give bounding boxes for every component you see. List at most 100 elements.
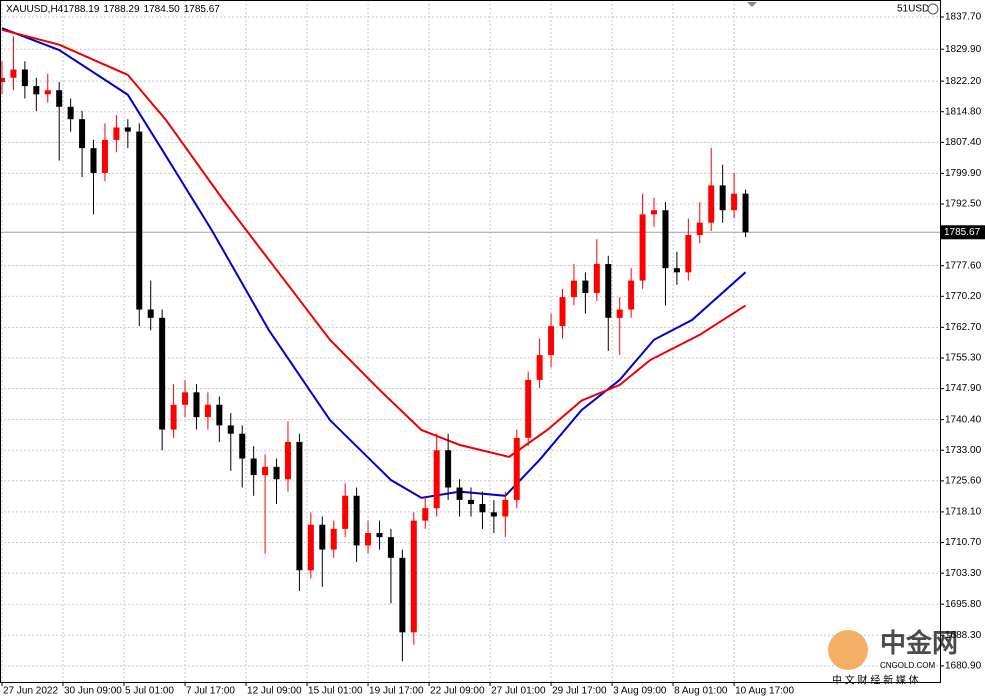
candle-body <box>227 425 234 434</box>
candle-body <box>21 69 28 87</box>
candle-body <box>330 528 337 550</box>
candle-body <box>696 222 703 236</box>
candle-body <box>513 437 520 500</box>
x-tick-label: 12 Jul 09:00 <box>247 686 302 697</box>
candle-body <box>296 441 303 571</box>
y-tick-label: 1733.00 <box>945 445 982 456</box>
x-tick-label: 7 Jul 17:00 <box>186 686 235 697</box>
candle-body <box>605 264 612 318</box>
close-icon[interactable] <box>927 3 939 15</box>
shift-marker <box>747 2 757 7</box>
candle-body <box>273 466 280 480</box>
candle-body <box>147 309 154 318</box>
y-tick-label: 1837.70 <box>945 12 982 23</box>
moving-average <box>1 27 747 499</box>
y-tick-label: 1829.90 <box>945 44 982 55</box>
watermark-text: 中金网 <box>880 628 958 658</box>
candle-body <box>410 520 417 633</box>
candle-body <box>67 106 74 120</box>
y-tick-label: 1688.30 <box>945 630 982 641</box>
candle-body <box>262 466 269 476</box>
price-tag <box>941 225 985 240</box>
x-tick-label: 29 Jul 17:00 <box>552 686 607 697</box>
candle-body <box>593 264 600 293</box>
candle-body <box>479 504 486 513</box>
candle-body <box>182 392 189 405</box>
price-label: 1785.67 <box>944 227 981 238</box>
y-tick-label: 1770.20 <box>945 291 982 302</box>
candle-body <box>204 404 211 418</box>
ohlc-value: 1788.29 <box>103 4 140 15</box>
candle-body <box>502 499 509 517</box>
candle-body <box>399 557 406 633</box>
candle-body <box>685 235 692 273</box>
x-tick-label: 10 Aug 17:00 <box>735 686 794 697</box>
y-tick-label: 1740.40 <box>945 414 982 425</box>
x-tick-label: 27 Jul 01:00 <box>491 686 546 697</box>
candle-body <box>570 280 577 298</box>
candle-body <box>342 495 349 529</box>
y-tick-label: 1747.90 <box>945 383 982 394</box>
y-tick-label: 1725.60 <box>945 476 982 487</box>
candle-body <box>193 392 200 418</box>
candle-body <box>719 185 726 211</box>
candle-body <box>582 280 589 293</box>
candle-body <box>387 537 394 558</box>
candle-body <box>490 512 497 517</box>
corner-label: 51USD <box>897 4 929 15</box>
plot <box>0 27 940 662</box>
candle-body <box>651 210 658 215</box>
candle-body <box>673 268 680 273</box>
y-tick-label: 1703.30 <box>945 568 982 579</box>
x-tick-label: 19 Jul 17:00 <box>369 686 424 697</box>
x-tick-label: 3 Aug 09:00 <box>613 686 667 697</box>
candle-body <box>10 69 17 78</box>
x-tick-label: 5 Jul 01:00 <box>125 686 174 697</box>
candle-body <box>548 326 555 356</box>
candle-body <box>708 185 715 223</box>
watermark: 中金网 CNGOLD.COM 中 文 财 经 新 媒 体 <box>828 628 958 687</box>
symbol: XAUUSD,H4 <box>6 4 64 15</box>
candle-body <box>616 309 623 318</box>
candle-body <box>284 441 291 480</box>
candle-body <box>170 404 177 430</box>
y-tick-label: 1799.90 <box>945 168 982 179</box>
y-tick-label: 1718.10 <box>945 507 982 518</box>
candle-body <box>56 90 63 107</box>
y-tick-label: 1710.70 <box>945 537 982 548</box>
candle-body <box>79 119 86 149</box>
y-tick-label: 1777.60 <box>945 260 982 271</box>
candle-body <box>445 450 452 488</box>
watermark-logo <box>828 630 868 670</box>
ohlc-value: 1784.50 <box>144 4 181 15</box>
candle-body <box>0 77 5 82</box>
y-tick-label: 1814.80 <box>945 106 982 117</box>
candle-body <box>239 433 246 459</box>
candle-body <box>456 487 463 500</box>
candle-body <box>319 524 326 550</box>
x-tick-label: 22 Jul 09:00 <box>430 686 485 697</box>
candle-body <box>662 210 669 269</box>
candle-body <box>44 90 51 95</box>
moving-average <box>1 28 747 458</box>
candle-body <box>90 148 97 173</box>
candle-body <box>113 127 120 140</box>
candle-body <box>216 404 223 426</box>
candle-body <box>124 127 131 132</box>
y-tick-label: 1792.50 <box>945 199 982 210</box>
watermark-text: CNGOLD.COM <box>880 661 935 670</box>
grid <box>0 0 940 682</box>
candle-body <box>33 86 40 95</box>
candle-body <box>559 297 566 327</box>
x-tick-label: 27 Jun 2022 <box>3 686 58 697</box>
candle-body <box>433 450 440 509</box>
candle-body <box>422 508 429 521</box>
candle-body <box>536 355 543 380</box>
chart-title: XAUUSD,H41788.19 1788.29 1784.50 1785.67 <box>6 4 220 15</box>
ohlc-value: 1788.19 <box>63 4 100 15</box>
x-tick-label: 15 Jul 01:00 <box>308 686 363 697</box>
candle-body <box>250 458 257 476</box>
y-tick-label: 1822.20 <box>945 76 982 87</box>
